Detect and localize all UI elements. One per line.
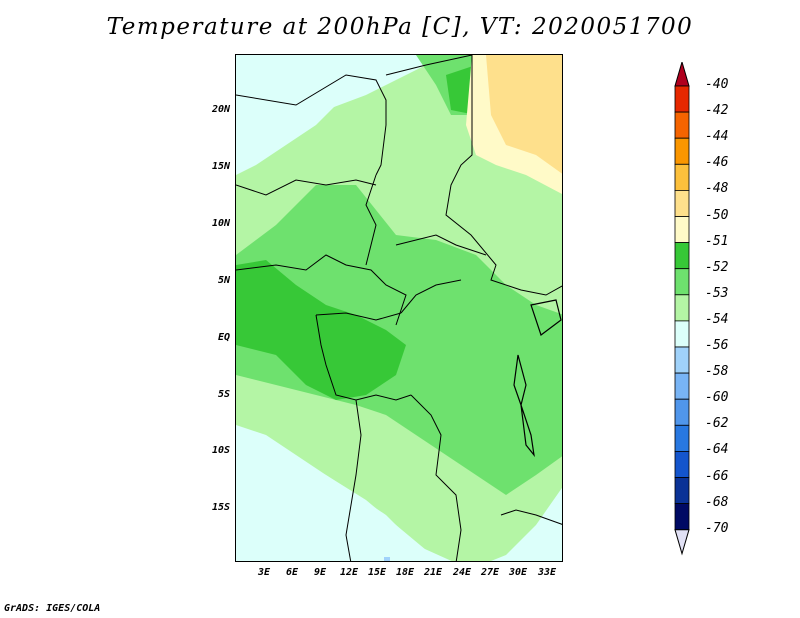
temperature-field <box>236 55 562 561</box>
colorbar-top-arrow <box>674 62 690 87</box>
lon-label-33e: 33E <box>537 567 557 578</box>
lon-label-30e: 30E <box>508 567 528 578</box>
colorbar-bottom-arrow <box>674 529 690 556</box>
colorbar-segment <box>674 163 690 191</box>
colorbar <box>674 62 690 556</box>
colorbar-segment <box>674 189 690 217</box>
lon-label-12e: 12E <box>339 567 359 578</box>
lake-outlines <box>513 299 562 458</box>
lon-label-24e: 24E <box>452 567 472 578</box>
field-region-south-cyan <box>236 435 435 561</box>
colorbar-segment <box>674 111 690 139</box>
field-region-minus49 <box>486 55 562 174</box>
lat-label-10s: 10S <box>211 445 230 456</box>
field-region-minus51 <box>236 260 406 400</box>
lat-label-eq: EQ <box>217 332 230 343</box>
colorbar-label: -52 <box>705 259 729 275</box>
colorbar-label: -64 <box>705 442 729 458</box>
lat-label-20n: 20N <box>211 104 230 115</box>
colorbar-segment <box>674 268 690 296</box>
colorbar-label: -62 <box>705 416 729 432</box>
map-panel <box>235 54 563 562</box>
colorbar-label: -51 <box>705 233 729 249</box>
colorbar-segment <box>674 242 690 270</box>
field-speck-minus56 <box>384 557 390 561</box>
colorbar-segment <box>674 424 690 452</box>
grads-credit: GrADS: IGES/COLA <box>4 603 101 614</box>
colorbar-label: -40 <box>705 77 729 92</box>
colorbar-label: -58 <box>705 364 729 380</box>
lat-label-15n: 15N <box>211 161 230 172</box>
colorbar-label: -48 <box>705 181 729 197</box>
colorbar-segment <box>674 477 690 505</box>
lon-label-3e: 3E <box>257 567 271 578</box>
colorbar-segment <box>674 450 690 478</box>
lat-label-5s: 5S <box>217 389 230 400</box>
lat-label-10n: 10N <box>211 218 230 229</box>
lon-label-18e: 18E <box>395 567 415 578</box>
colorbar-label: -56 <box>705 338 729 353</box>
colorbar-label: -53 <box>705 285 729 301</box>
colorbar-label: -70 <box>705 520 729 536</box>
colorbar-segment <box>674 85 690 113</box>
colorbar-segment <box>674 346 690 374</box>
colorbar-segment <box>674 294 690 322</box>
lat-label-5n: 5N <box>217 275 230 286</box>
colorbar-label: -44 <box>705 129 729 145</box>
colorbar-label: -60 <box>705 390 729 406</box>
lat-label-15s: 15S <box>211 502 230 513</box>
colorbar-label: -54 <box>705 311 729 327</box>
colorbar-segment <box>674 320 690 348</box>
lon-label-27e: 27E <box>480 567 500 578</box>
colorbar-label: -46 <box>705 155 729 171</box>
colorbar-segment <box>674 372 690 400</box>
colorbar-segment <box>674 216 690 244</box>
lon-label-15e: 15E <box>367 567 387 578</box>
country-borders <box>236 55 562 561</box>
colorbar-segment <box>674 137 690 165</box>
colorbar-segment <box>674 503 690 531</box>
colorbar-label: -42 <box>705 103 729 119</box>
colorbar-label: -50 <box>705 207 729 223</box>
map-title: Temperature at 200hPa [C], VT: 202005170… <box>106 14 694 40</box>
lon-label-6e: 6E <box>285 567 299 578</box>
colorbar-label: -66 <box>705 468 729 484</box>
lon-label-21e: 21E <box>423 567 443 578</box>
field-patch-cyan-nw <box>236 55 416 175</box>
colorbar-segment <box>674 398 690 426</box>
lon-label-9e: 9E <box>313 567 327 578</box>
colorbar-label: -68 <box>705 494 729 510</box>
